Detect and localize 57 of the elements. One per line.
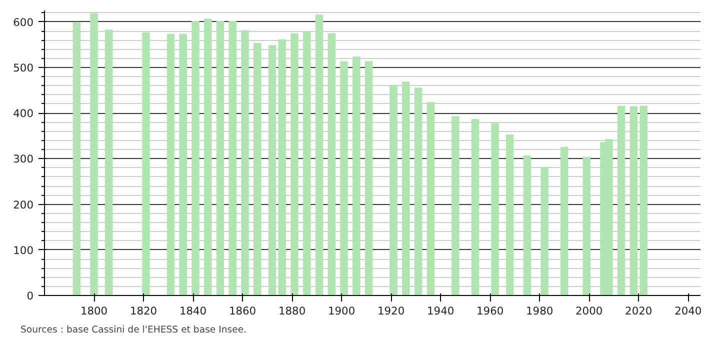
bar: [582, 156, 590, 296]
y-tick-label: 300: [13, 152, 34, 166]
bar: [617, 106, 626, 296]
y-tick-label: 400: [13, 107, 34, 120]
x-tick-label: 1920: [378, 304, 405, 318]
y-tick-label: 200: [13, 198, 34, 212]
y-tick-label: 600: [13, 16, 34, 29]
bar: [90, 13, 98, 296]
bar: [452, 116, 460, 296]
x-tick-label: 1800: [80, 304, 108, 318]
bar: [204, 18, 212, 296]
bar: [179, 34, 187, 296]
y-tick-label: 100: [13, 244, 34, 257]
bar: [426, 102, 435, 296]
bar: [166, 34, 175, 296]
bar: [340, 61, 348, 296]
x-tick-label: 1840: [179, 304, 207, 318]
y-tick-label: 0: [26, 290, 34, 302]
x-tick-label: 1960: [476, 304, 504, 318]
x-tick-label: 2040: [674, 304, 702, 318]
y-tick-label: 500: [13, 62, 34, 74]
bar: [241, 30, 249, 296]
bar: [414, 88, 422, 296]
bar: [228, 20, 236, 296]
bar: [216, 20, 224, 296]
bar: [364, 61, 373, 296]
source-note: Sources : base Cassini de l'EHESS et base Insee.: [20, 324, 247, 336]
x-tick-label: 1860: [228, 304, 256, 318]
bar: [278, 39, 286, 296]
bar: [72, 22, 81, 296]
bar: [328, 33, 336, 296]
x-tick-label: 2000: [576, 304, 603, 318]
bar: [540, 166, 548, 296]
bar: [402, 82, 410, 296]
bar: [491, 123, 499, 296]
x-tick-label: 2020: [625, 304, 652, 318]
bar: [303, 31, 311, 296]
x-tick-label: 1980: [526, 304, 554, 318]
bar: [254, 42, 262, 296]
x-tick-label: 1880: [278, 304, 306, 318]
bar: [560, 146, 568, 296]
bar: [290, 33, 298, 296]
x-tick-label: 1820: [130, 304, 158, 318]
bar: [142, 32, 150, 296]
bar: [390, 84, 398, 296]
bar: [630, 106, 638, 296]
bar: [315, 14, 324, 296]
x-tick-label: 1900: [328, 304, 356, 318]
bar: [523, 156, 532, 296]
x-tick-label: 1940: [427, 304, 454, 318]
bar: [471, 119, 480, 296]
bar: [640, 106, 648, 296]
bar: [268, 45, 276, 296]
bar: [192, 20, 200, 296]
bar: [506, 134, 514, 296]
bar: [352, 56, 360, 296]
bar: [105, 30, 113, 296]
